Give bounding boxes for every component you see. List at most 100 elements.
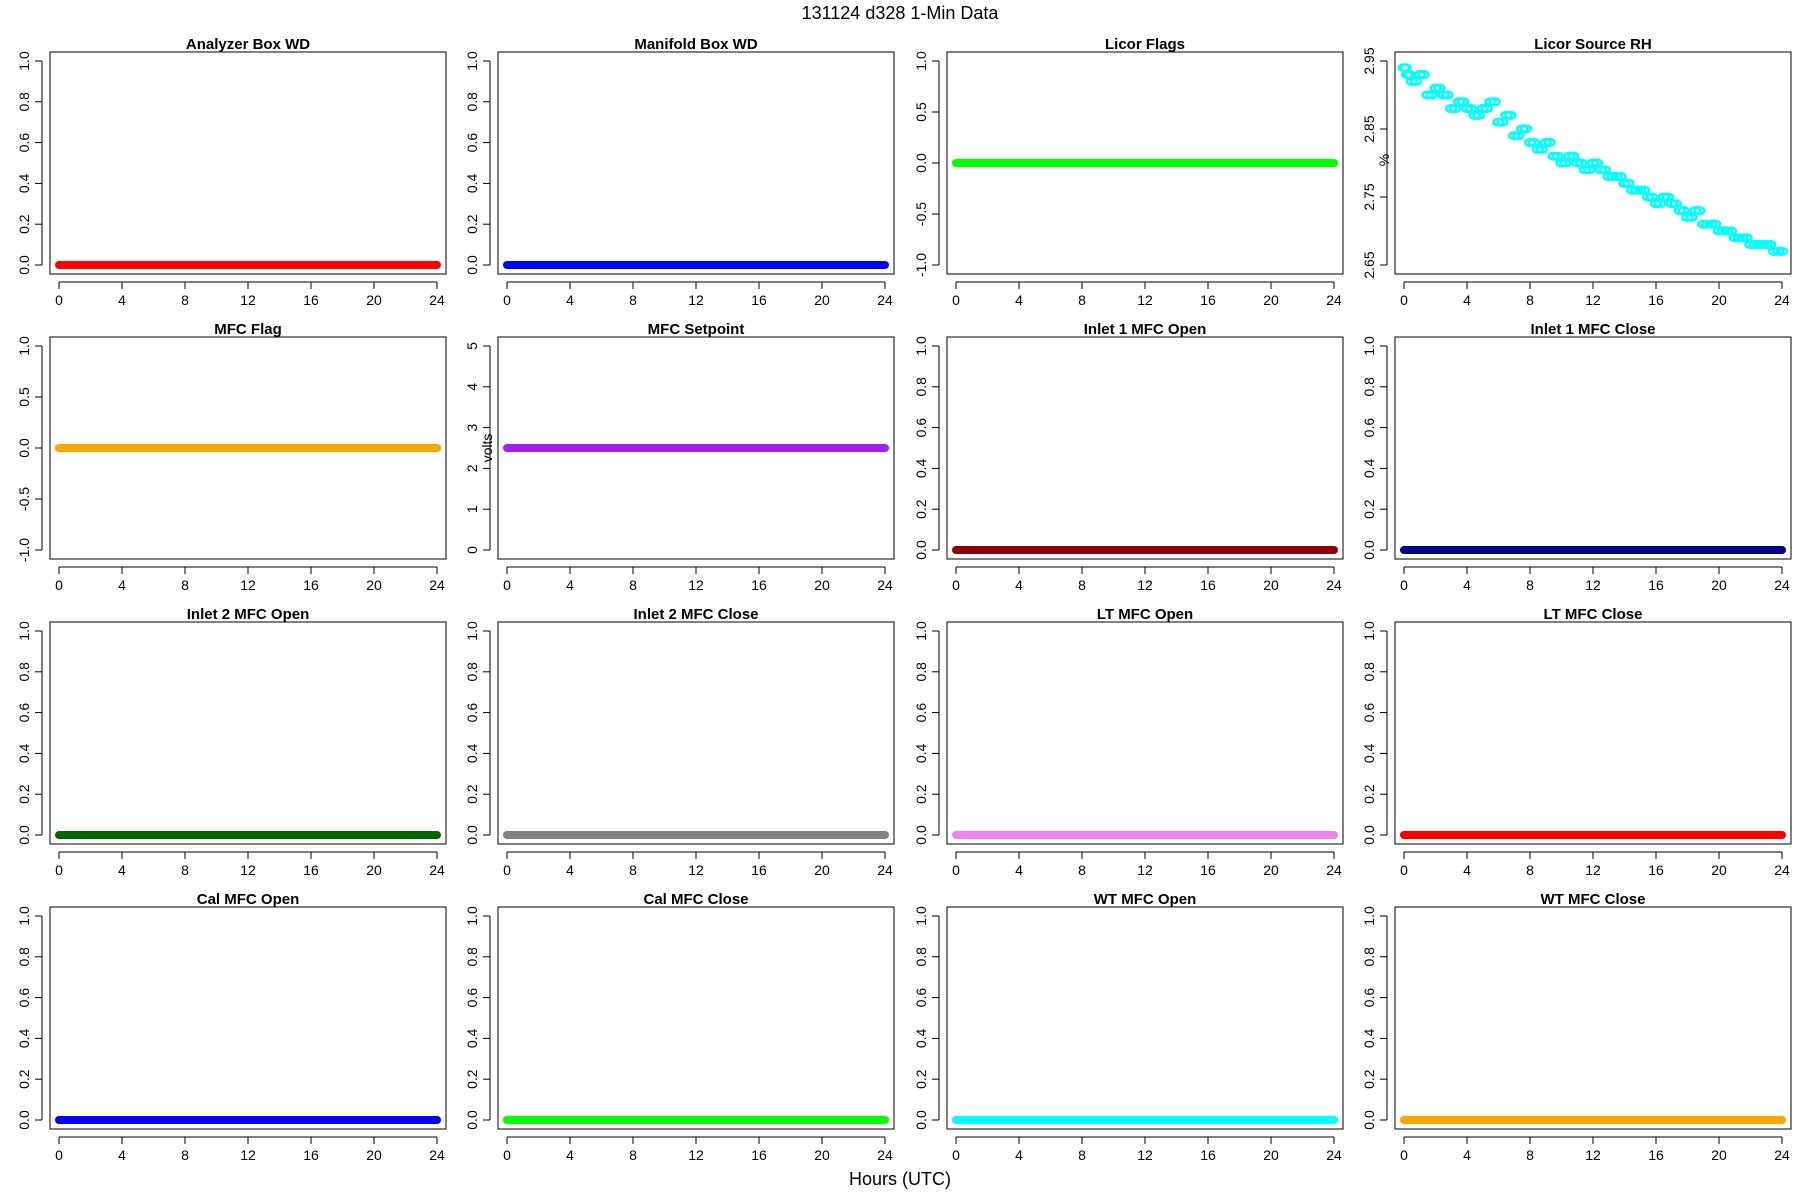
- x-tick-label: 24: [877, 1147, 893, 1163]
- panel-grid: Analyzer Box WD0 4 8 12 16 20 240.00.20.40.60.…: [16, 36, 1792, 1163]
- x-tick-label: 8: [1526, 862, 1534, 878]
- y-tick-label: 2.85: [1361, 115, 1377, 142]
- panel-15: WT MFC Close 0 4 8 12 16 20 24 0.0 0.2 0.4 0.6 0.8 1.…: [1361, 891, 1792, 1163]
- plot-frame: [946, 906, 1344, 1130]
- x-tick-label: 8: [181, 1147, 189, 1163]
- x-tick-label: 12: [688, 292, 704, 308]
- x-tick-label: 16: [1648, 862, 1664, 878]
- x-tick-label: 16: [751, 1147, 767, 1163]
- x-tick-label: 16: [303, 1147, 319, 1163]
- plot-frame: [1394, 621, 1792, 845]
- y-tick-label: 0.6: [464, 133, 480, 153]
- y-tick-label: 0.4: [16, 1028, 32, 1048]
- y-tick-label: 0.8: [913, 947, 929, 967]
- x-tick-label: 16: [303, 862, 319, 878]
- x-tick-label: 16: [1648, 292, 1664, 308]
- x-tick-label: 4: [566, 577, 574, 593]
- x-tick-label: 12: [1137, 577, 1153, 593]
- y-tick-label: 1.0: [16, 336, 32, 356]
- y-tick-label: 1.0: [913, 906, 929, 926]
- y-tick-label: 1.0: [1361, 621, 1377, 641]
- x-tick-label: 24: [1774, 1147, 1790, 1163]
- x-tick-label: 16: [303, 577, 319, 593]
- x-tick-label: 20: [1263, 577, 1279, 593]
- x-tick-label: 8: [1526, 1147, 1534, 1163]
- x-tick-label: 8: [629, 1147, 637, 1163]
- x-tick-label: 20: [814, 577, 830, 593]
- panel-0: Analyzer Box WD 0 4 8 12 16 20 24 0.0 0.2 0.4 0.6 0.…: [16, 36, 447, 308]
- y-tick-label: 0.8: [464, 662, 480, 682]
- y-tick-label: -0.5: [16, 487, 32, 511]
- y-tick-label: 0.2: [464, 784, 480, 804]
- y-tick-label: 1.0: [1361, 336, 1377, 356]
- x-tick-label: 4: [118, 862, 126, 878]
- x-tick-label: 20: [1711, 862, 1727, 878]
- y-tick-label: 0.0: [464, 255, 480, 275]
- y-tick-label: 0.8: [464, 92, 480, 112]
- x-tick-label: 16: [1200, 292, 1216, 308]
- y-tick-label: 0.2: [16, 784, 32, 804]
- x-tick-label: 24: [877, 577, 893, 593]
- panel-14: WT MFC Open 0 4 8 12 16 20 24 0.0 0.2 0.4 0.6 0.8 1.0: [913, 891, 1344, 1163]
- y-tick-label: 0.0: [16, 1110, 32, 1130]
- x-tick-label: 16: [751, 292, 767, 308]
- x-tick-label: 24: [429, 577, 445, 593]
- y-tick-label: 0.0: [16, 438, 32, 458]
- x-tick-label: 20: [366, 1147, 382, 1163]
- y-tick-label: 2.75: [1361, 183, 1377, 210]
- panel-title: WT MFC Close: [1541, 891, 1646, 908]
- panel-4: MFC Flag 0 4 8 12 16 20 24 -1.0 -0.5 0.0 0.5 1.0: [16, 321, 447, 593]
- x-tick-label: 16: [1648, 577, 1664, 593]
- panel-title: Cal MFC Close: [643, 891, 748, 908]
- y-tick-label: 0.2: [16, 1069, 32, 1089]
- x-tick-label: 12: [1137, 1147, 1153, 1163]
- panel-title: LT MFC Open: [1097, 606, 1193, 623]
- x-tick-label: 4: [1463, 292, 1471, 308]
- y-tick-label: 0.4: [1361, 743, 1377, 763]
- x-axis-title: Hours (UTC): [849, 1169, 951, 1189]
- x-tick-label: 0: [952, 1147, 960, 1163]
- x-tick-label: 20: [1711, 1147, 1727, 1163]
- y-tick-label: 0.5: [16, 387, 32, 407]
- panel-1: Manifold Box WD 0 4 8 12 16 20 24 0.0 0.2 0.4 0.6 0.…: [464, 36, 895, 308]
- plot-frame: [946, 51, 1344, 275]
- plot-frame: [946, 621, 1344, 845]
- y-tick-label: 0.0: [16, 825, 32, 845]
- x-tick-label: 16: [751, 862, 767, 878]
- x-tick-label: 4: [118, 1147, 126, 1163]
- x-tick-label: 0: [503, 1147, 511, 1163]
- plot-frame: [497, 336, 895, 560]
- y-tick-label: 1.0: [16, 621, 32, 641]
- y-axis-label: %: [1376, 154, 1392, 166]
- panel-3: Licor Source RH 0 4 8 12 16 20 24 2.65 2.75 2.85 2.…: [1361, 36, 1792, 308]
- y-tick-label: 0.8: [1361, 947, 1377, 967]
- x-tick-label: 4: [1015, 292, 1023, 308]
- panel-title: MFC Setpoint: [648, 321, 745, 338]
- y-tick-label: 0.2: [913, 1069, 929, 1089]
- y-tick-label: 1.0: [16, 906, 32, 926]
- x-tick-label: 0: [952, 862, 960, 878]
- y-tick-label: 0.6: [464, 703, 480, 723]
- y-tick-label: 0.2: [913, 499, 929, 519]
- x-tick-label: 12: [1585, 577, 1601, 593]
- x-tick-label: 8: [181, 577, 189, 593]
- y-tick-label: 0.8: [1361, 662, 1377, 682]
- x-tick-label: 8: [629, 862, 637, 878]
- y-tick-label: 0.0: [1361, 825, 1377, 845]
- y-tick-label: 0.2: [1361, 1069, 1377, 1089]
- x-tick-label: 24: [429, 862, 445, 878]
- y-tick-label: 0.8: [464, 947, 480, 967]
- x-tick-label: 0: [1400, 577, 1408, 593]
- y-axis-label: volts: [479, 434, 495, 463]
- panel-2: Licor Flags 0 4 8 12 16 20 24 -1.0 -0.5 0.0 0.5 1.0: [913, 36, 1344, 308]
- y-tick-label: 1.0: [913, 621, 929, 641]
- x-tick-label: 20: [1711, 292, 1727, 308]
- panel-title: Cal MFC Open: [197, 891, 300, 908]
- x-tick-label: 4: [1015, 577, 1023, 593]
- y-tick-label: 0.0: [1361, 1110, 1377, 1130]
- y-tick-label: 0.4: [1361, 1028, 1377, 1048]
- x-tick-label: 0: [1400, 862, 1408, 878]
- x-tick-label: 8: [181, 862, 189, 878]
- y-tick-label: 1.0: [464, 906, 480, 926]
